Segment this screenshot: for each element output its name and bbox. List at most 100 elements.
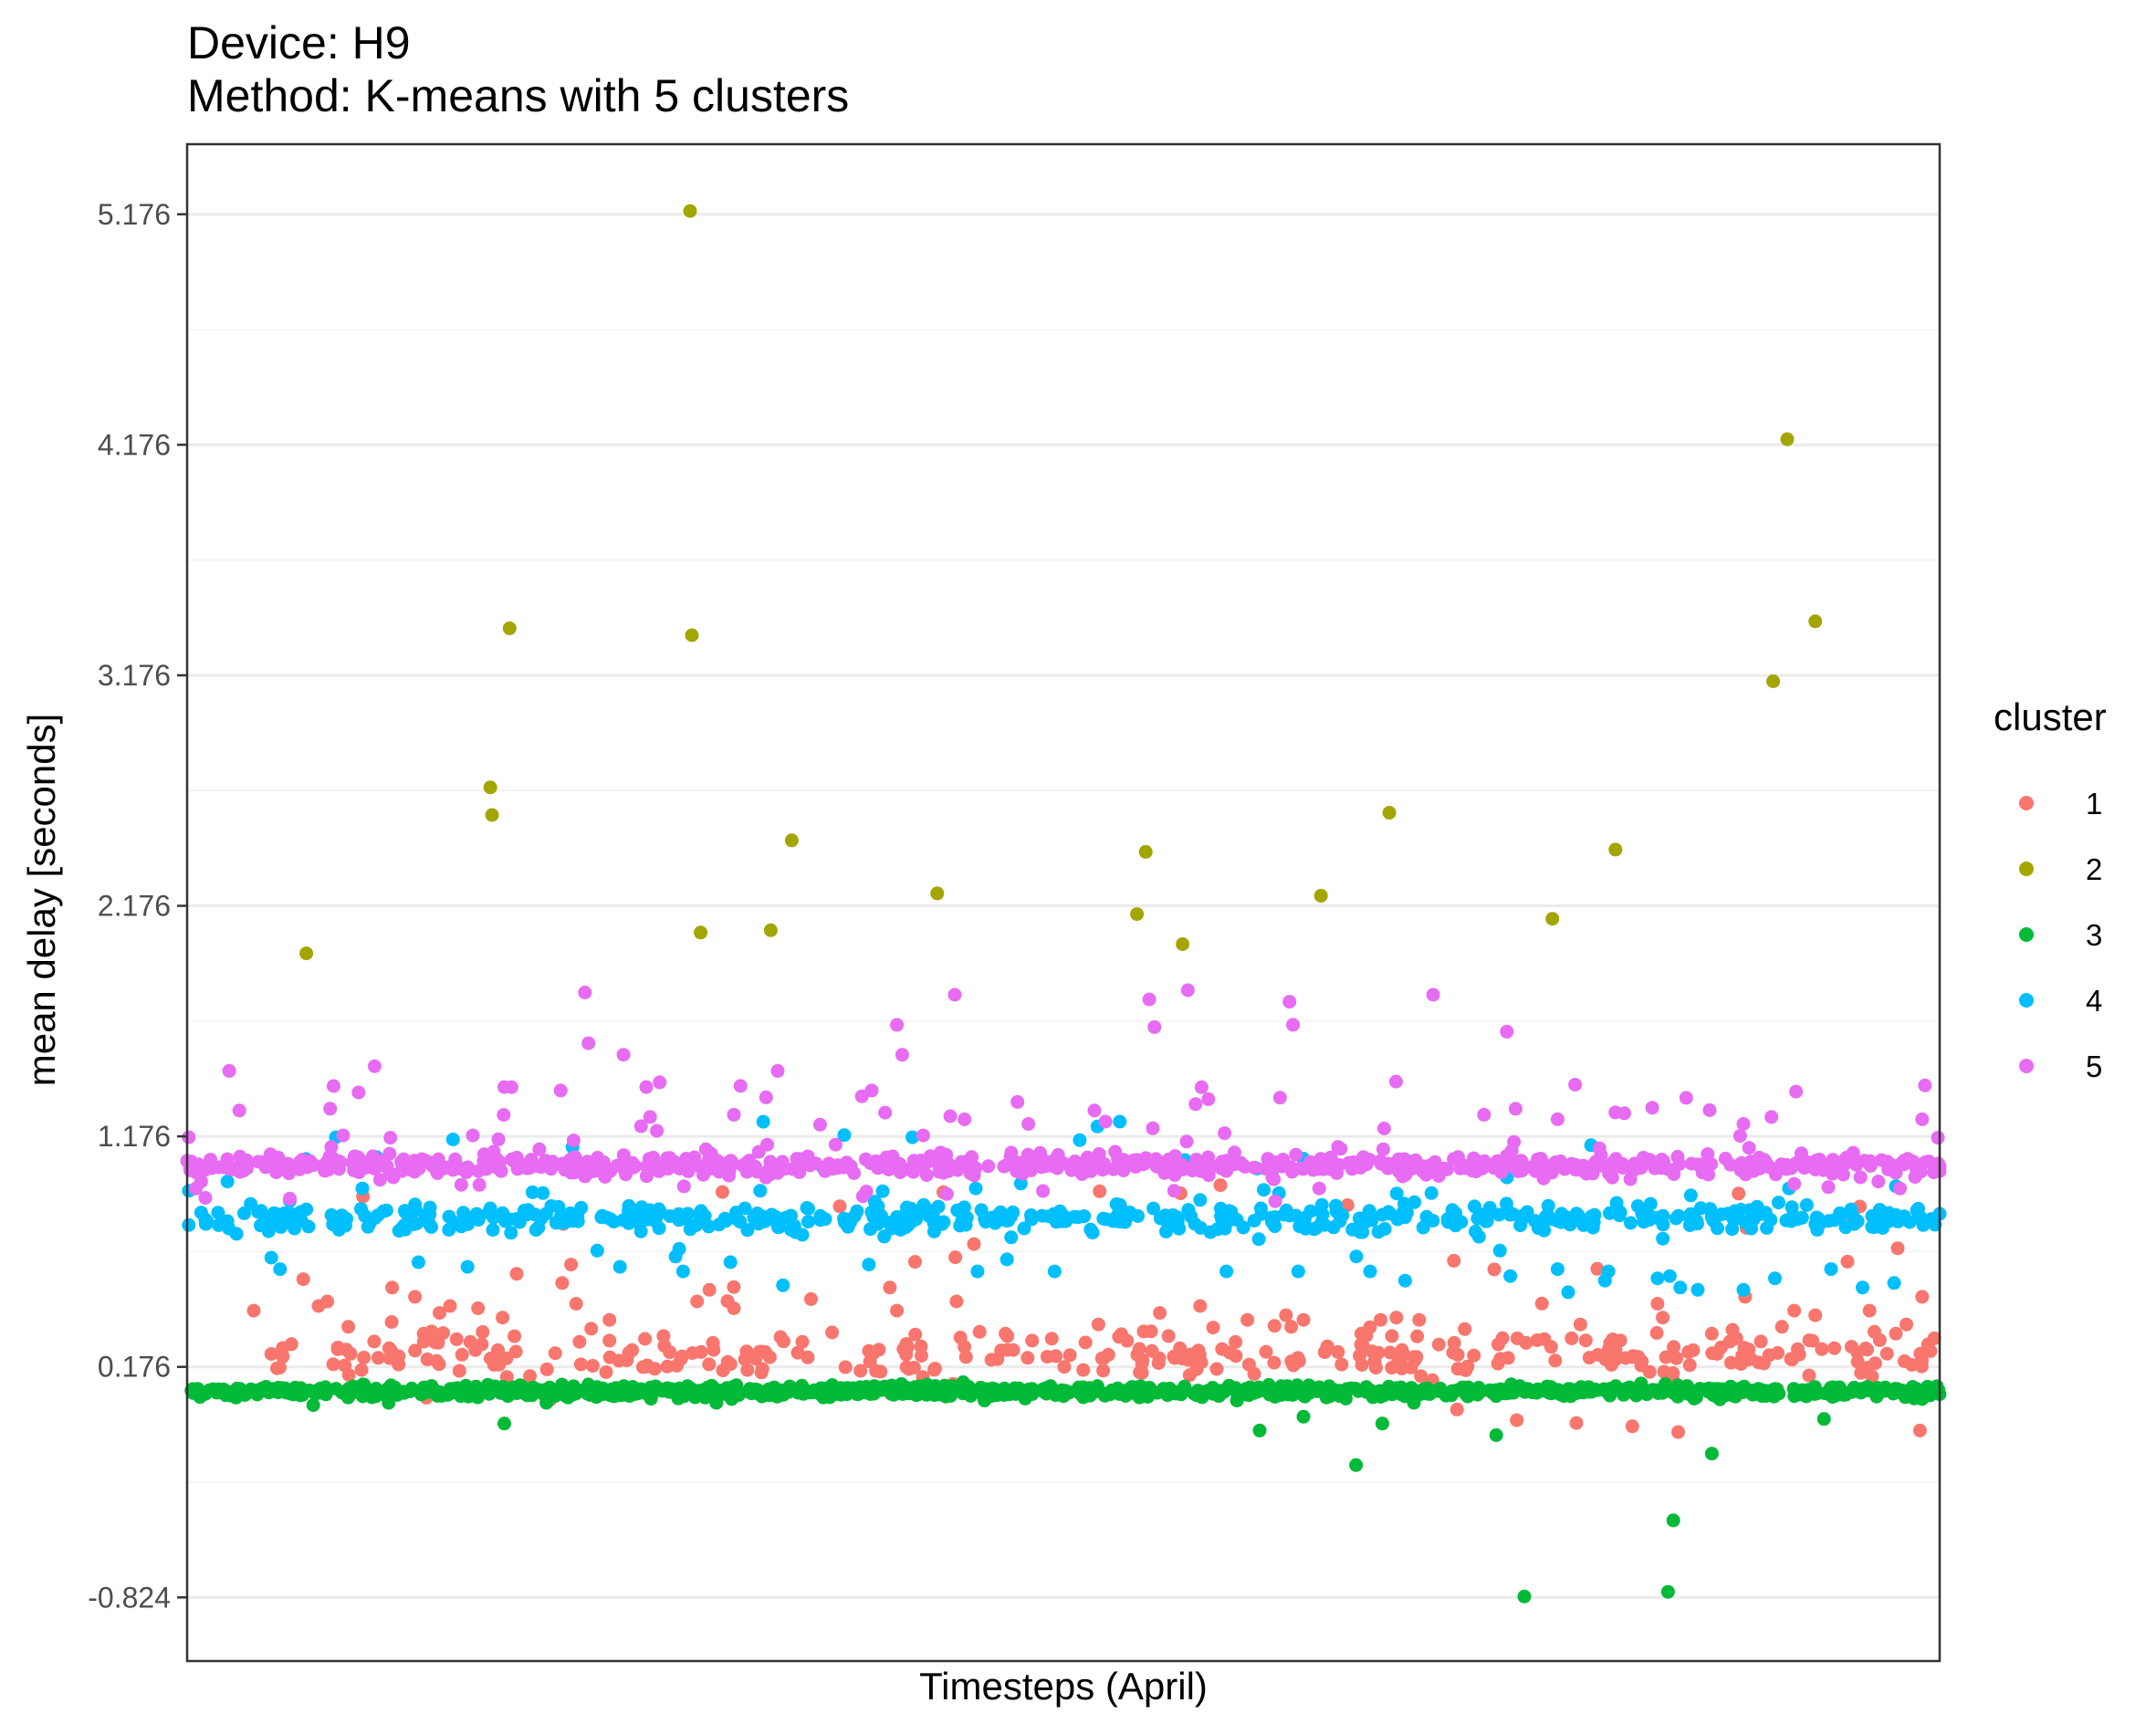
data-point-cluster-4: [1480, 1208, 1494, 1223]
data-point-cluster-5: [1550, 1112, 1565, 1126]
data-point-cluster-5: [194, 1175, 208, 1189]
data-point-cluster-3: [911, 1380, 925, 1395]
data-point-cluster-3: [764, 1386, 779, 1401]
data-point-cluster-3: [1174, 1384, 1188, 1398]
data-point-cluster-5: [1529, 1164, 1543, 1178]
data-point-cluster-4: [776, 1278, 790, 1292]
data-point-cluster-3: [260, 1382, 275, 1396]
data-point-cluster-1: [1669, 1351, 1684, 1365]
data-point-cluster-4: [1109, 1196, 1124, 1211]
data-point-cluster-1: [341, 1320, 356, 1334]
data-point-cluster-4: [536, 1186, 550, 1200]
data-point-cluster-5: [1897, 1157, 1910, 1172]
data-point-cluster-5: [1021, 1117, 1036, 1131]
data-point-cluster-5: [1915, 1112, 1930, 1126]
data-point-cluster-5: [1539, 1158, 1554, 1173]
data-point-cluster-5: [1272, 1091, 1287, 1105]
data-point-cluster-4: [442, 1223, 456, 1237]
data-point-cluster-1: [1459, 1363, 1473, 1377]
data-point-cluster-5: [727, 1107, 741, 1122]
data-point-cluster-5: [564, 1165, 579, 1180]
data-point-cluster-1: [264, 1347, 278, 1361]
data-point-cluster-4: [1768, 1271, 1782, 1286]
data-point-cluster-5: [1312, 1181, 1326, 1196]
data-point-cluster-2: [1545, 912, 1560, 926]
data-point-cluster-5: [1408, 1153, 1423, 1167]
data-point-cluster-1: [1591, 1348, 1606, 1362]
data-point-cluster-5: [412, 1161, 426, 1175]
data-point-cluster-5: [1592, 1141, 1607, 1155]
data-point-cluster-4: [1309, 1221, 1324, 1236]
data-point-cluster-1: [647, 1362, 662, 1376]
data-point-cluster-4: [590, 1243, 604, 1258]
data-point-cluster-2: [502, 621, 517, 635]
data-point-cluster-4: [607, 1215, 622, 1229]
data-point-cluster-5: [1376, 1122, 1391, 1135]
data-point-cluster-1: [1267, 1319, 1282, 1333]
data-point-cluster-5: [1918, 1078, 1932, 1092]
data-point-cluster-1: [740, 1363, 755, 1377]
data-point-cluster-3: [968, 1384, 983, 1398]
data-point-cluster-4: [528, 1207, 542, 1222]
data-point-cluster-4: [1257, 1183, 1271, 1197]
data-point-cluster-3: [1073, 1384, 1088, 1398]
data-point-cluster-3: [807, 1383, 822, 1397]
legend-key-cluster-3: [2019, 927, 2034, 942]
data-point-cluster-5: [1742, 1141, 1756, 1155]
data-point-cluster-5: [596, 1155, 611, 1169]
legend-key-cluster-5: [2019, 1059, 2034, 1073]
data-point-cluster-5: [1787, 1176, 1802, 1191]
data-point-cluster-5: [1247, 1160, 1261, 1175]
data-point-cluster-3: [428, 1384, 443, 1398]
data-point-cluster-1: [908, 1327, 923, 1342]
data-point-cluster-1: [496, 1311, 510, 1325]
data-point-cluster-3: [884, 1386, 898, 1401]
data-point-cluster-4: [1172, 1221, 1187, 1236]
data-point-cluster-4: [1035, 1208, 1050, 1223]
data-point-cluster-3: [1568, 1383, 1583, 1397]
data-point-cluster-5: [396, 1152, 411, 1166]
data-point-cluster-5: [812, 1117, 827, 1132]
data-point-cluster-4: [1506, 1207, 1521, 1221]
data-point-cluster-3: [1252, 1423, 1267, 1437]
data-point-cluster-5: [642, 1152, 656, 1166]
data-point-cluster-1: [1787, 1303, 1802, 1318]
data-point-cluster-1: [1076, 1363, 1091, 1377]
data-point-cluster-3: [1658, 1377, 1672, 1391]
data-point-cluster-4: [222, 1221, 236, 1236]
data-point-cluster-1: [1450, 1347, 1465, 1362]
data-point-cluster-4: [1352, 1211, 1366, 1226]
data-point-cluster-4: [1550, 1262, 1565, 1277]
data-point-cluster-1: [716, 1364, 730, 1378]
data-point-cluster-3: [1205, 1385, 1219, 1399]
data-point-cluster-5: [1849, 1157, 1864, 1172]
data-point-cluster-5: [1634, 1161, 1648, 1175]
data-point-cluster-4: [1471, 1229, 1486, 1244]
data-point-cluster-4: [1914, 1211, 1929, 1225]
data-point-cluster-4: [883, 1217, 897, 1231]
data-point-cluster-4: [1824, 1262, 1838, 1277]
data-point-cluster-1: [1191, 1352, 1206, 1366]
data-point-cluster-5: [456, 1162, 471, 1176]
data-point-cluster-4: [1690, 1282, 1705, 1297]
data-point-cluster-1: [1650, 1297, 1665, 1311]
data-point-cluster-5: [1283, 1160, 1298, 1175]
data-point-cluster-3: [1349, 1458, 1364, 1472]
data-point-cluster-1: [1259, 1344, 1273, 1359]
data-point-cluster-5: [372, 1173, 387, 1187]
data-point-cluster-5: [271, 1150, 286, 1165]
data-point-cluster-1: [449, 1332, 464, 1346]
data-point-cluster-3: [1460, 1383, 1474, 1397]
data-point-cluster-1: [1510, 1413, 1524, 1427]
data-point-cluster-1: [1840, 1254, 1855, 1269]
data-point-cluster-4: [1303, 1204, 1318, 1218]
data-point-cluster-2: [683, 204, 697, 218]
data-point-cluster-5: [855, 1189, 870, 1204]
data-point-cluster-5: [1813, 1154, 1827, 1168]
data-point-cluster-1: [1209, 1362, 1224, 1376]
data-point-cluster-5: [1701, 1147, 1715, 1162]
data-point-cluster-5: [454, 1177, 468, 1192]
y-tick-label: 2.176: [98, 890, 171, 923]
data-point-cluster-5: [283, 1191, 297, 1206]
